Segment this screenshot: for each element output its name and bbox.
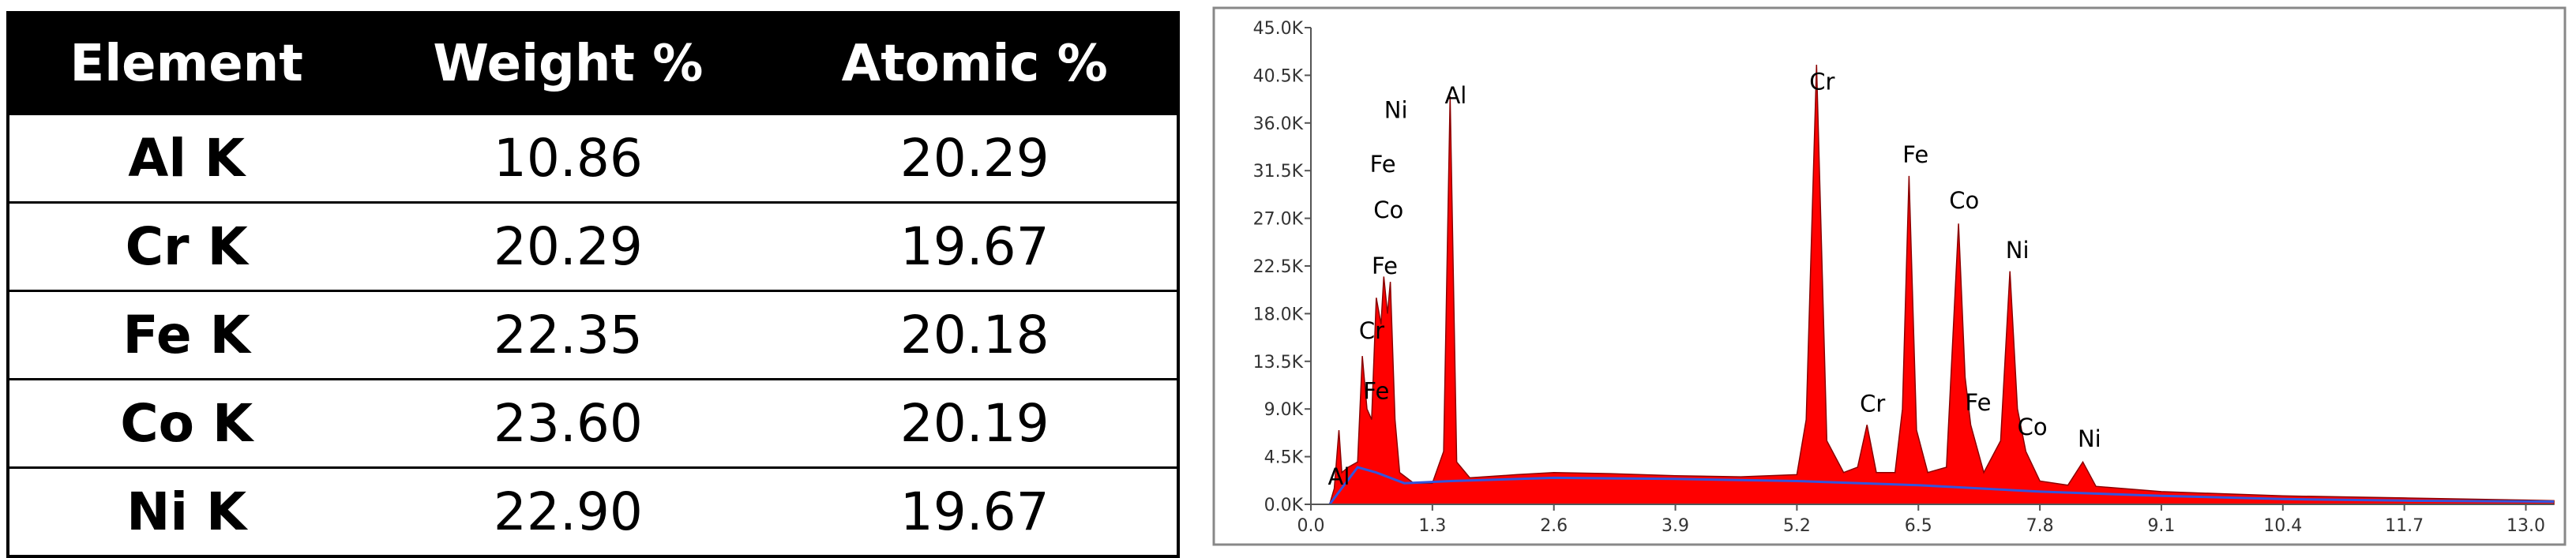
peak-label: Ni [2006, 237, 2030, 264]
y-tick-label: 45.0K [1253, 19, 1304, 39]
y-tick-label: 31.5K [1253, 162, 1304, 182]
peak-label: Cr [1359, 317, 1384, 344]
spectrum-chart: 0.0K 4.5K 9.0K 13.5K 18.0K 22.5K 27.0K 31.5K 36.… [1212, 6, 2567, 546]
element-cell: Al K [8, 113, 364, 203]
x-tick-label: 6.5 [1905, 516, 1932, 536]
column-header: Weight % [363, 13, 773, 114]
table-row: Al K 10.86 20.29 [8, 113, 1178, 203]
spectrum-area [1328, 64, 2555, 505]
x-tick-label: 1.3 [1418, 516, 1446, 536]
y-tick-label: 22.5K [1253, 257, 1304, 277]
table-row: Cr K 20.29 19.67 [8, 201, 1178, 291]
peak-label: Co [2018, 414, 2048, 440]
value-cell: 20.18 [772, 290, 1178, 380]
peak-label: Fe [1966, 389, 1992, 416]
peak-label: Fe [1370, 151, 1396, 178]
value-cell: 22.35 [363, 290, 773, 380]
value-cell: 20.29 [363, 201, 773, 291]
element-cell: Cr K [8, 201, 364, 291]
value-cell: 19.67 [772, 201, 1178, 291]
x-tick-label: 9.1 [2147, 516, 2175, 536]
y-tick-label: 13.5K [1253, 353, 1304, 373]
element-cell: Fe K [8, 290, 364, 380]
x-tick-label: 7.8 [2026, 516, 2054, 536]
x-tick-label: 0.0 [1297, 516, 1325, 536]
x-tick-label: 10.4 [2263, 516, 2302, 536]
x-tick-label: 3.9 [1662, 516, 1689, 536]
peak-label: Fe [1902, 141, 1928, 168]
chart-frame [1212, 6, 2567, 546]
value-cell: 19.67 [772, 466, 1178, 556]
peak-label: Cr [1809, 68, 1834, 95]
value-cell: 10.86 [363, 113, 773, 203]
y-tick-label: 9.0K [1264, 400, 1304, 420]
peak-label: Al [1328, 463, 1350, 490]
y-tick-label: 36.0K [1253, 114, 1304, 134]
y-tick-label: 40.5K [1253, 66, 1304, 86]
peak-label: Fe [1363, 377, 1389, 404]
peak-label: Co [1949, 187, 1979, 214]
table-row: Fe K 22.35 20.18 [8, 290, 1178, 380]
composition-table: Element Weight % Atomic % Al K 10.86 20.29 Cr… [6, 11, 1180, 558]
table-row: Ni K 22.90 19.67 [8, 466, 1178, 556]
y-tick-label: 27.0K [1253, 210, 1304, 230]
peak-label: Al [1444, 82, 1466, 109]
x-tick-label: 2.6 [1540, 516, 1568, 536]
header-row: Element Weight % Atomic % [8, 13, 1178, 114]
peak-label: Cr [1860, 390, 1885, 417]
table-row: Co K 23.60 20.19 [8, 378, 1178, 468]
peak-label: Fe [1372, 253, 1398, 279]
x-tick-label: 13.0 [2507, 516, 2545, 536]
value-cell: 20.29 [772, 113, 1178, 203]
peak-label: Co [1373, 197, 1403, 223]
value-cell: 20.19 [772, 378, 1178, 468]
value-cell: 22.90 [363, 466, 773, 556]
y-tick-label: 18.0K [1253, 305, 1304, 324]
peak-label: Ni [2078, 425, 2101, 452]
x-tick-label: 5.2 [1783, 516, 1811, 536]
background-line [1328, 466, 2555, 505]
element-cell: Ni K [8, 466, 364, 556]
y-tick-label: 0.0K [1264, 496, 1304, 515]
value-cell: 23.60 [363, 378, 773, 468]
element-cell: Co K [8, 378, 364, 468]
column-header: Atomic % [772, 13, 1178, 114]
peak-label: Ni [1384, 97, 1408, 124]
x-tick-label: 11.7 [2385, 516, 2424, 536]
column-header: Element [8, 13, 364, 114]
y-tick-label: 4.5K [1264, 448, 1304, 468]
